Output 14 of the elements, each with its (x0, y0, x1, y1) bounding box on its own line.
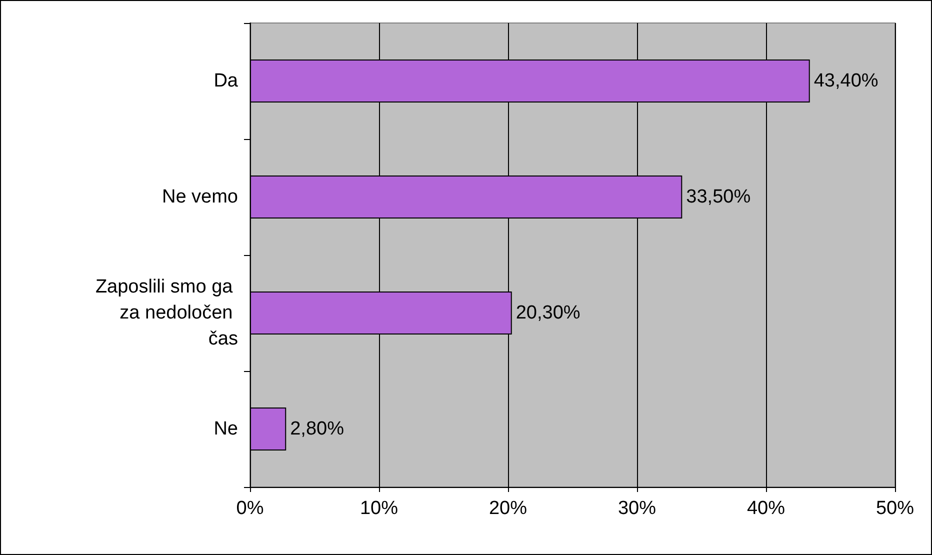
data-label: 20,30% (516, 302, 580, 324)
y-tick-label: Ne (214, 418, 238, 440)
data-label: 43,40% (814, 70, 878, 92)
data-label: 33,50% (686, 186, 751, 208)
y-tick-label: Ne vemo (162, 186, 238, 208)
x-tick-label: 50% (876, 498, 914, 519)
data-label: 2,80% (290, 418, 344, 440)
y-tick-label: Zaposlili smo ga za nedoločen čas (95, 276, 238, 350)
x-tick-label: 20% (488, 498, 528, 519)
x-tick-label: 30% (618, 498, 656, 519)
x-tick-label: 0% (236, 498, 264, 519)
x-tick-label: 40% (746, 498, 786, 519)
x-tick-label: 10% (360, 498, 398, 519)
y-tick-label: Da (214, 70, 238, 92)
